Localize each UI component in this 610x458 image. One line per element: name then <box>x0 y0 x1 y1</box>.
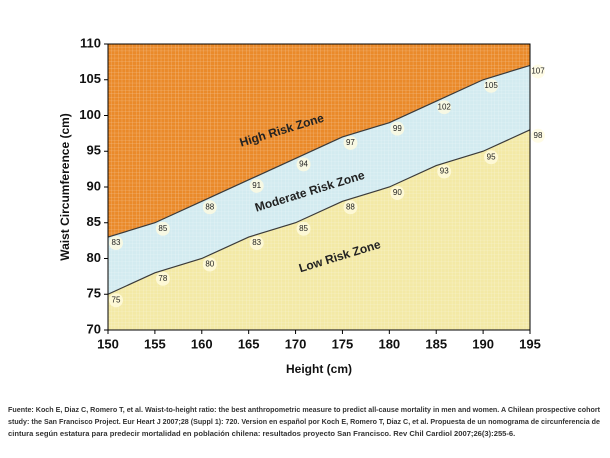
data-label-bg <box>531 64 545 79</box>
data-label-bg <box>390 121 405 136</box>
data-label-bg <box>531 128 545 143</box>
y-tick-label: 100 <box>79 107 101 122</box>
source-note: Fuente: Koch E, Diaz C, Romero T, et al.… <box>8 405 600 438</box>
data-label: 88 <box>205 202 214 211</box>
data-label-bg <box>202 200 217 215</box>
source-line: cintura según estatura para predecir mor… <box>8 429 515 438</box>
data-label: 105 <box>484 81 498 90</box>
data-label-bg <box>343 135 358 150</box>
y-tick-label: 110 <box>80 35 101 50</box>
data-label-bg <box>155 221 170 236</box>
y-tick-label: 70 <box>87 321 101 336</box>
data-label-bg <box>437 164 452 179</box>
data-label: 102 <box>438 102 452 111</box>
x-tick-label: 175 <box>332 336 354 351</box>
x-axis-title: Height (cm) <box>286 362 352 376</box>
data-label: 95 <box>487 152 496 161</box>
data-label: 99 <box>393 124 402 133</box>
y-tick-label: 85 <box>87 214 101 229</box>
data-label-bg <box>484 150 499 165</box>
data-label-bg <box>249 236 264 251</box>
x-tick-label: 190 <box>472 336 494 351</box>
data-label-bg <box>343 200 358 215</box>
data-label: 98 <box>534 131 543 140</box>
data-label: 85 <box>299 224 308 233</box>
data-label: 80 <box>205 260 214 269</box>
boundary-line <box>107 64 531 238</box>
y-tick-label: 75 <box>87 286 101 301</box>
data-label-bg <box>155 271 170 286</box>
x-tick-label: 160 <box>191 336 213 351</box>
data-label-bg <box>296 157 311 172</box>
data-label: 90 <box>393 188 402 197</box>
source-line: study: the San Francisco Project. Eur He… <box>8 417 600 426</box>
data-label: 88 <box>346 202 355 211</box>
data-label: 94 <box>299 160 308 169</box>
data-label-bg <box>390 186 405 200</box>
data-label: 78 <box>158 274 167 283</box>
y-tick-label: 80 <box>87 250 101 265</box>
data-label-bg <box>249 178 264 193</box>
y-tick-label: 105 <box>79 71 101 86</box>
x-tick-label: 155 <box>144 336 166 351</box>
x-tick-label: 165 <box>238 336 260 351</box>
x-tick-label: 180 <box>378 336 400 351</box>
fine-grid <box>108 44 530 330</box>
data-label-bg <box>484 78 499 93</box>
data-label-bg <box>296 221 311 236</box>
data-label-bg <box>202 257 217 272</box>
x-tick-label: 150 <box>97 336 119 351</box>
data-label: 85 <box>158 224 167 233</box>
plot-area: 75 78 80 83 85 88 90 93 95 98 83 85 88 91 94 97 99 102 105… <box>104 43 545 334</box>
y-tick-label: 90 <box>87 178 101 193</box>
data-label: 83 <box>112 238 121 247</box>
boundary-line <box>107 129 531 295</box>
data-label-bg <box>109 236 123 251</box>
y-tick-label: 95 <box>87 143 101 158</box>
data-label: 91 <box>252 181 261 190</box>
data-label-bg <box>109 293 123 308</box>
data-label: 75 <box>112 295 121 304</box>
source-line: Fuente: Koch E, Diaz C, Romero T, et al.… <box>8 405 600 414</box>
data-label: 107 <box>531 67 545 76</box>
x-tick-label: 195 <box>519 336 541 351</box>
y-axis-title: Waist Circumference (cm) <box>58 113 72 261</box>
x-tick-label: 170 <box>285 336 307 351</box>
x-tick-label: 185 <box>425 336 447 351</box>
data-label: 83 <box>252 238 261 247</box>
data-label: 93 <box>440 167 449 176</box>
data-label-bg <box>437 100 452 115</box>
data-label: 97 <box>346 138 355 147</box>
